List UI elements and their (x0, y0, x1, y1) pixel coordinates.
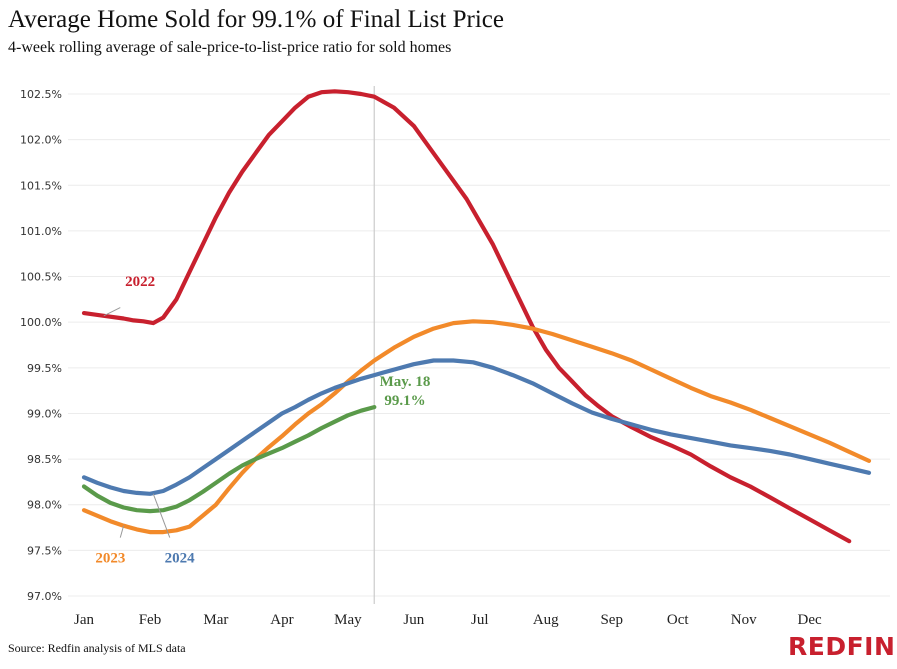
y-tick-label: 98.0% (27, 499, 62, 512)
x-tick-label: Feb (139, 612, 162, 628)
series-lines (81, 89, 872, 544)
y-tick-label: 100.0% (20, 316, 62, 329)
label-pointer (103, 307, 121, 317)
grid-lines (68, 93, 890, 597)
label-pointer (152, 493, 171, 538)
y-tick-label: 97.0% (27, 590, 62, 603)
redfin-logo: REDFIN (788, 632, 896, 661)
source-note: Source: Redfin analysis of MLS data (8, 641, 186, 655)
y-tick-label: 102.5% (20, 88, 62, 101)
series-labels: 2022 2023 2024 (95, 274, 195, 567)
x-tick-label: May (334, 612, 362, 628)
y-tick-label: 99.0% (27, 407, 62, 420)
x-tick-label: Aug (533, 612, 559, 628)
y-tick-label: 99.5% (27, 362, 62, 375)
y-tick-label: 102.0% (20, 134, 62, 147)
y-tick-label: 101.5% (20, 179, 62, 192)
y-tick-label: 98.5% (27, 453, 62, 466)
label-pointer (119, 525, 125, 538)
y-tick-label: 100.5% (20, 271, 62, 284)
x-tick-label: Sep (600, 612, 623, 628)
y-tick-label: 101.0% (20, 225, 62, 238)
x-axis-ticks: Jan Feb Mar Apr May Jun Jul Aug Sep Oct Nov Dec (74, 612, 822, 628)
series-label-2023: 2023 (95, 551, 125, 567)
x-tick-label: Oct (667, 612, 689, 628)
series-line-2023 (81, 319, 872, 535)
x-tick-label: Dec (798, 612, 822, 628)
series-line-2022 (81, 89, 852, 544)
series-label-2022: 2022 (125, 274, 155, 290)
series-line-2024 (81, 358, 872, 496)
label-pointers (103, 307, 171, 538)
chart-title: Average Home Sold for 99.1% of Final Lis… (8, 6, 504, 33)
y-axis-ticks: 97.0% 97.5% 98.0% 98.5% 99.0% 99.5% 100.0% 100.… (20, 88, 62, 603)
x-tick-label: Jan (74, 612, 94, 628)
x-tick-label: Jun (403, 612, 424, 628)
x-tick-label: Mar (203, 612, 228, 628)
annotation-value: 99.1% (384, 393, 425, 409)
x-tick-label: Jul (471, 612, 489, 628)
y-tick-label: 97.5% (27, 544, 62, 557)
x-tick-label: Nov (731, 612, 757, 628)
annotation-date: May. 18 (380, 374, 431, 390)
chart-subtitle: 4-week rolling average of sale-price-to-… (8, 39, 452, 56)
x-tick-label: Apr (270, 612, 293, 628)
series-line-current (81, 405, 377, 514)
series-label-2024: 2024 (165, 551, 196, 567)
